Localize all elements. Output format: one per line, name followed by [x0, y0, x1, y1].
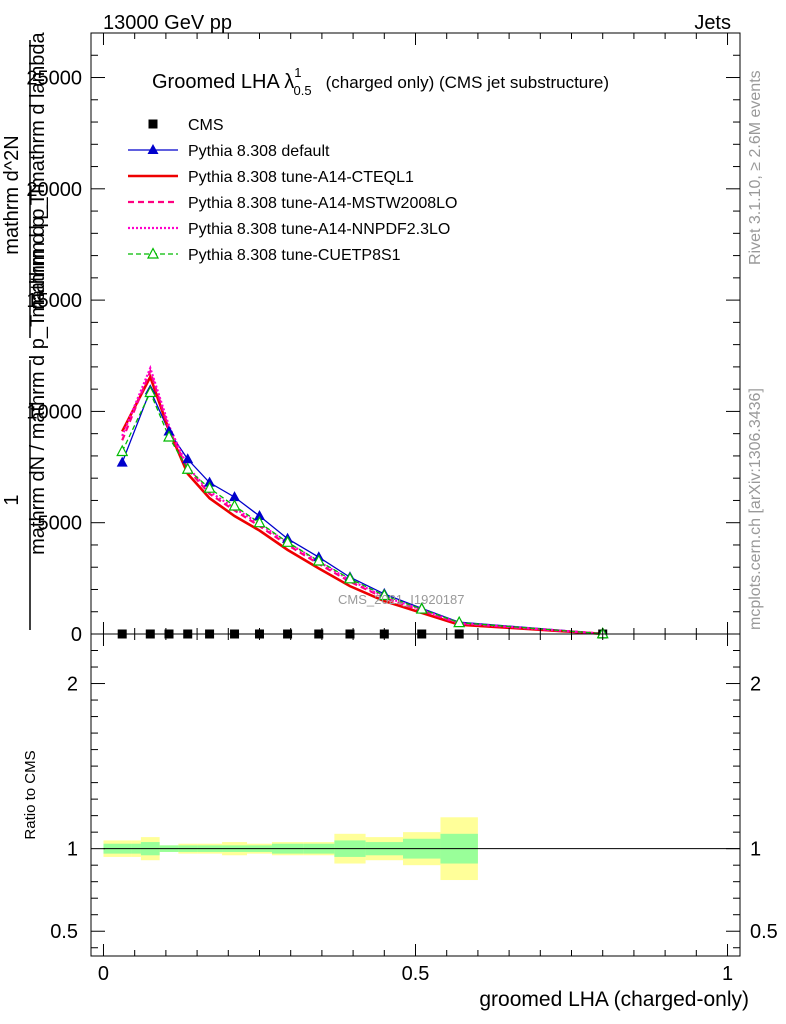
ratio-panel-frame	[90, 633, 741, 957]
series-line-3	[121, 368, 603, 635]
y-axis-label-line-3: mathrm d^2N	[1, 135, 23, 254]
y-tick-label: 10000	[26, 401, 82, 423]
analysis-watermark: CMS_2021_I1920187	[338, 592, 465, 607]
legend-marker-1	[147, 144, 159, 154]
legend-label-5: Pythia 8.308 tune-CUETP8S1	[188, 247, 401, 264]
plot-title-suffix: (charged only) (CMS jet substructure)	[326, 73, 609, 92]
series-point-1	[182, 453, 194, 464]
y-axis-label-line-2: mathrm dN / mathrm d p_T mathrm d p_T	[27, 185, 49, 555]
y-axis-label-line-4: mathrm d p_T mathrm d lambda	[27, 31, 49, 317]
plot-title-main: Groomed LHA λ	[152, 71, 294, 93]
axis-tick-labels: 0 0.5 1 0 5000 10000 15000 20000 25000 0.5 0.5 1 1 2 2	[26, 68, 777, 985]
series-point-5	[144, 385, 157, 398]
series-point-5	[312, 554, 325, 566]
header-jets-label: Jets	[694, 12, 731, 34]
series-point-1	[229, 491, 241, 502]
ratio-y-axis-label: Ratio to CMS	[22, 750, 39, 839]
header-energy-label: 13000 GeV pp	[103, 12, 232, 34]
legend-label-1: Pythia 8.308 default	[188, 143, 330, 160]
y-axis-label-line-1: 1	[1, 494, 23, 505]
series-point-5	[253, 515, 266, 528]
x-axis-label: groomed LHA (charged-only)	[479, 988, 749, 1011]
ratio-y-tick-label-right: 0.5	[750, 921, 778, 943]
ratio-y-tick-label: 2	[67, 674, 78, 696]
series-point-5	[203, 481, 216, 493]
legend-label-4: Pythia 8.308 tune-A14-NNPDF2.3LO	[188, 221, 450, 238]
y-tick-label: 25000	[26, 68, 82, 90]
series-point-5	[415, 602, 428, 614]
mcplots-label: mcplots.cern.ch [arXiv:1306.3436]	[747, 388, 764, 630]
series-point-5	[281, 535, 294, 547]
ratio-y-tick-label-right: 2	[750, 674, 761, 696]
y-tick-label: 15000	[26, 290, 82, 312]
plot-title: Groomed LHA λ1 0.5 (charged only) (CMS jet…	[152, 65, 609, 98]
series-line-5	[121, 390, 603, 635]
rivet-version-label: Rivet 3.1.10, ≥ 2.6M events	[747, 70, 764, 265]
series-point-5	[378, 588, 391, 601]
series-point-5	[163, 430, 175, 442]
legend: CMS Pythia 8.308 default Pythia 8.308 tune…	[128, 117, 457, 264]
series-point-1	[253, 510, 265, 521]
x-tick-label: 0.5	[402, 963, 430, 985]
y-tick-label: 0	[71, 624, 82, 646]
y-tick-label: 5000	[38, 513, 83, 535]
series-point-5	[343, 572, 356, 584]
ratio-y-tick-label: 1	[67, 839, 78, 861]
plot-title-sup: 1	[294, 65, 301, 80]
y-tick-label: 20000	[26, 179, 82, 201]
ratio-y-tick-label: 0.5	[50, 921, 78, 943]
plot-title-sub: 0.5	[294, 83, 312, 98]
legend-label-0: CMS	[188, 117, 224, 134]
axis-ticks	[91, 32, 740, 956]
series-point-5	[116, 444, 129, 457]
series-point-5	[228, 499, 241, 511]
series-point-5	[181, 462, 194, 474]
series-point-5	[453, 615, 466, 628]
legend-label-2: Pythia 8.308 tune-A14-CTEQL1	[188, 169, 414, 186]
legend-label-3: Pythia 8.308 tune-A14-MSTW2008LO	[188, 195, 457, 212]
y-axis-label: 1 mathrm dN / mathrm d p_T mathrm d p_T …	[1, 31, 49, 630]
legend-marker-5	[147, 247, 159, 259]
legend-marker-0	[148, 119, 158, 129]
x-tick-label: 1	[722, 963, 733, 985]
x-tick-label: 0	[98, 963, 109, 985]
series-point-1	[116, 456, 128, 467]
ratio-y-tick-label-right: 1	[750, 839, 761, 861]
